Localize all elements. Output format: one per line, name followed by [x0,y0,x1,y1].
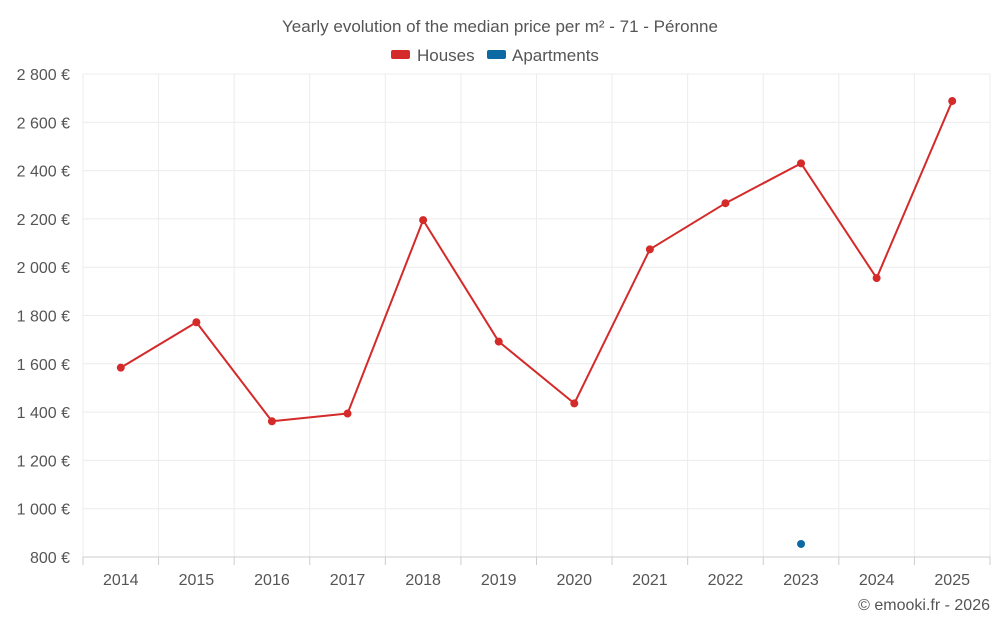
y-tick-label: 1 400 € [17,405,70,422]
y-tick-label: 800 € [30,550,70,567]
credit: © emooki.fr - 2026 [858,597,990,614]
y-tick-label: 2 200 € [17,212,70,229]
x-tick-label: 2023 [783,572,819,589]
chart-title: Yearly evolution of the median price per… [282,17,718,36]
x-tick-label: 2017 [330,572,366,589]
grid [82,73,991,557]
data-point-houses[interactable] [494,337,503,346]
data-point-houses[interactable] [419,216,428,225]
x-tick-label: 2019 [481,572,517,589]
x-tick-label: 2015 [179,572,215,589]
axes [82,556,991,565]
legend-swatch-houses [391,50,410,59]
y-tick-label: 1 200 € [17,453,70,470]
legend-label-apartments: Apartments [512,46,599,65]
x-tick-label: 2022 [708,572,744,589]
data-point-houses[interactable] [948,97,957,106]
x-tick-label: 2025 [934,572,970,589]
data-point-houses[interactable] [872,274,881,283]
y-tick-label: 2 800 € [17,67,70,84]
y-tick-label: 1 800 € [17,309,70,326]
series-line-houses [120,100,954,423]
y-tick-label: 2 000 € [17,260,70,277]
data-point-houses[interactable] [343,409,352,418]
data-point-houses[interactable] [570,399,579,408]
legend-label-houses: Houses [417,46,475,65]
x-tick-label: 2016 [254,572,290,589]
legend-item-houses[interactable]: Houses [391,46,475,65]
data-point-houses[interactable] [192,318,201,327]
series [116,97,957,548]
legend-item-apartments[interactable]: Apartments [487,46,599,65]
x-tick-label: 2024 [859,572,895,589]
series-houses [116,97,957,426]
x-tick-label: 2018 [405,572,441,589]
data-point-houses[interactable] [116,363,125,372]
y-tick-label: 1 600 € [17,357,70,374]
data-point-apartments[interactable] [797,539,806,548]
series-apartments [797,539,806,548]
x-tick-label: 2020 [556,572,592,589]
legend: Houses Apartments [391,46,599,65]
x-tick-label: 2014 [103,572,139,589]
data-point-houses[interactable] [721,199,730,208]
data-point-houses[interactable] [797,159,806,168]
x-axis-ticks: 2014 2015 2016 2017 2018 2019 2020 2021 2022 2023… [103,572,970,589]
legend-swatch-apartments [487,50,506,59]
y-tick-label: 2 400 € [17,164,70,181]
y-tick-label: 1 000 € [17,502,70,519]
y-axis-ticks: 800 € 1 000 € 1 200 € 1 400 € 1 600 € 1 800 €… [17,67,70,567]
x-tick-label: 2021 [632,572,668,589]
data-point-houses[interactable] [267,417,276,426]
data-point-houses[interactable] [645,245,654,254]
y-tick-label: 2 600 € [17,115,70,132]
